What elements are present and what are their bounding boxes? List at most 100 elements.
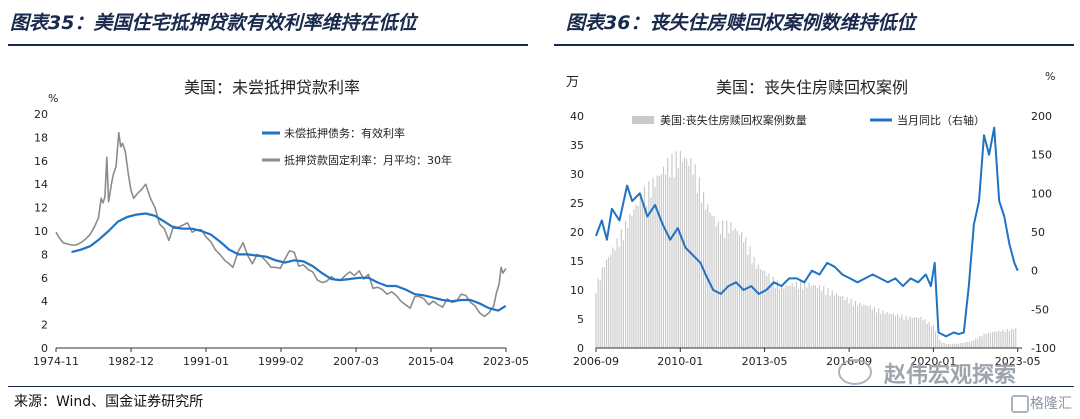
bar [880,313,882,348]
bar [700,202,703,348]
y-left-tick-label: 30 [570,168,584,181]
bar [726,220,728,348]
bar [639,194,641,348]
bar [983,333,985,348]
bar [835,293,838,348]
bar [660,174,662,348]
bar [892,313,894,348]
bar [876,312,878,348]
bar [625,220,627,348]
bar [696,193,698,348]
bar [873,306,876,348]
bar [808,282,810,348]
y-right-tick-label: -100 [1031,342,1056,355]
y-left-tick-label: 15 [570,255,584,268]
bar [865,305,867,348]
bar [871,309,873,348]
y-left-unit: 万 [566,75,579,90]
y-right-tick-label: -50 [1031,303,1049,316]
x-tick-label: 1999-02 [258,355,304,368]
bar [1011,328,1013,348]
bar [935,331,937,348]
y-tick-label: 6 [41,272,48,285]
y-tick-label: 10 [34,225,48,238]
y-tick-label: 0 [41,342,48,355]
bar [675,151,677,348]
bar [916,317,918,348]
bar [793,286,795,348]
bar [762,270,764,348]
y-left-tick-label: 25 [570,197,584,210]
chart-title: 美国：未尝抵押贷款利率 [184,78,360,97]
y-right-tick-label: 50 [1031,226,1045,239]
bar [656,175,658,348]
bar [705,209,707,348]
chart-title: 美国：丧失住房赎回权案例 [716,78,908,97]
bar [833,295,835,348]
bar [743,242,745,348]
bar [669,177,671,348]
bar [641,204,643,348]
bar [614,250,616,348]
y-right-tick-label: 150 [1031,149,1052,162]
x-tick-label: 1974-11 [33,355,79,368]
x-tick-label: 1982-12 [108,355,154,368]
y-left-tick-label: 0 [577,342,584,355]
bar [882,310,884,348]
x-tick-label: 2013-05 [742,355,788,368]
bar [768,273,770,348]
bar [857,306,859,348]
bar [1002,329,1004,348]
bar [956,343,958,348]
bar [985,334,987,348]
bar [631,215,633,348]
bar [800,281,802,348]
bar [854,300,857,348]
bar [954,344,956,348]
source-rule [8,386,1074,387]
bar [738,235,741,348]
bar [673,177,675,348]
bar [612,247,614,348]
bar [736,231,738,348]
bar [713,216,715,348]
bar [1006,329,1008,348]
bar [998,330,1000,348]
watermark-text: 赵伟宏观探索 [884,363,1017,388]
bar [778,289,781,348]
bar [899,317,901,348]
bar [987,332,989,348]
bar [1004,331,1006,348]
bar [785,285,787,348]
bar [757,264,759,348]
bar [776,280,778,348]
legend-label-1: 当月同比（右轴） [897,113,985,127]
bar [911,318,913,348]
bar [643,186,646,348]
bar [968,341,970,348]
bar [838,295,840,348]
bar [894,315,897,348]
legend-label-1: 抵押贷款固定利率：月平均：30年 [284,153,452,167]
bar [992,332,994,348]
bar [979,336,981,348]
bar [840,296,842,348]
bar [939,340,941,348]
bar [684,157,686,348]
bar [772,276,774,348]
right-chart: 美国：丧失住房赎回权案例 万 % 0 5 10 15 20 25 30 35 40 -100 -50 0 50… [566,70,1056,368]
bar [751,263,753,348]
bar [658,176,660,348]
bar [797,289,800,348]
brand-text: 格隆汇 [1030,396,1072,412]
bar [734,228,736,348]
bar [606,259,608,348]
bar [949,344,951,348]
bar [867,306,869,348]
bar [920,316,922,348]
bar [924,319,926,348]
bar [964,342,966,348]
bar [681,161,684,348]
bar [791,283,793,348]
bar [789,285,791,348]
